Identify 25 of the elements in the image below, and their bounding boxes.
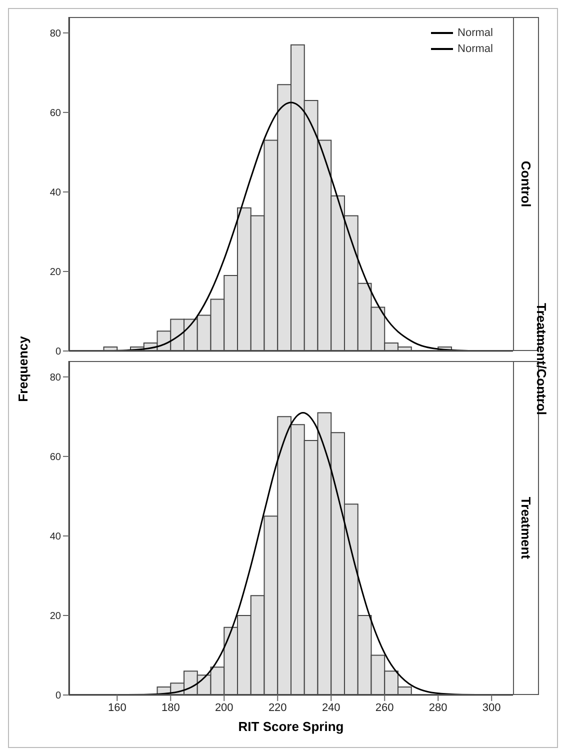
text: Control xyxy=(518,160,534,208)
x-tick-label: 300 xyxy=(482,702,501,714)
y-tick-label: 20 xyxy=(50,267,62,278)
x-tick-label: 180 xyxy=(161,702,180,714)
y-axis-title: Frequency xyxy=(16,336,30,402)
x-tick-label: 280 xyxy=(428,702,448,714)
text: Treatment xyxy=(518,496,534,560)
x-tick-label: 160 xyxy=(108,702,126,714)
y-tick-label: 80 xyxy=(50,28,62,40)
legend-label: Normal xyxy=(458,27,493,39)
x-axis-title: RIT Score Spring xyxy=(237,719,345,734)
y-tick-label: 60 xyxy=(50,452,62,463)
x-tick-label: 220 xyxy=(268,702,287,714)
y-tick-label: 0 xyxy=(55,690,62,702)
y-tick-label: 20 xyxy=(50,611,62,622)
text: Treatment/Control xyxy=(534,303,549,415)
y-tick-label: 60 xyxy=(50,108,62,119)
y-tick-label: 0 xyxy=(55,346,62,358)
x-tick-label: 260 xyxy=(375,702,394,714)
y-tick-label: 80 xyxy=(50,372,62,384)
text: Normal xyxy=(458,43,493,55)
x-tick-label: 200 xyxy=(214,702,234,714)
y-tick-label: 40 xyxy=(50,532,62,542)
x-tick-label: 240 xyxy=(322,702,340,714)
y-tick-label: 40 xyxy=(50,188,62,198)
